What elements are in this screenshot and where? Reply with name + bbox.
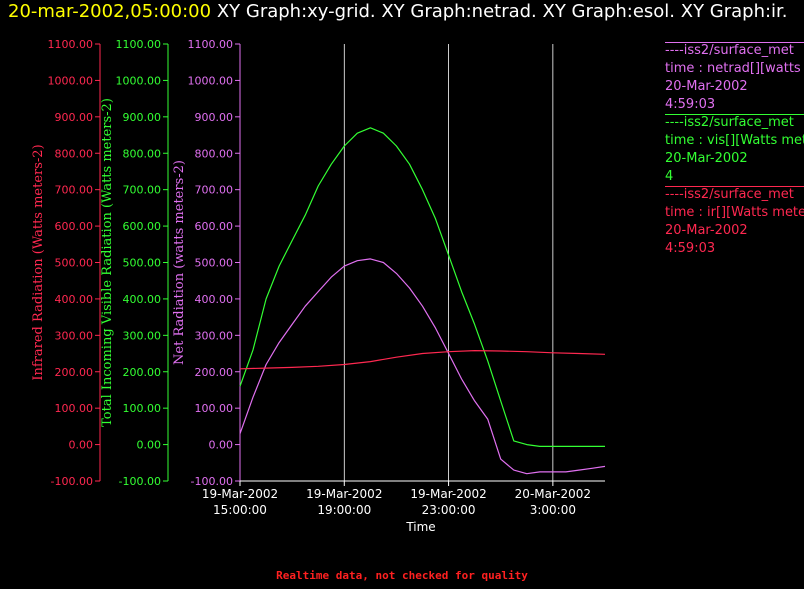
ir-tick-label: 800.00 bbox=[55, 147, 94, 160]
vis-tick-label: 700.00 bbox=[123, 184, 162, 197]
net-tick-label: 600.00 bbox=[195, 220, 234, 233]
ir-tick-label: 200.00 bbox=[55, 366, 94, 379]
ir-tick-label: 0.00 bbox=[69, 439, 94, 452]
x-tick-label-time: 15:00:00 bbox=[213, 503, 267, 517]
net-tick-label: 0.00 bbox=[209, 439, 234, 452]
header-timestamp: 20-mar-2002,05:00:00 bbox=[8, 1, 212, 22]
net-tick-label: 100.00 bbox=[195, 402, 234, 415]
ir-tick-label: 900.00 bbox=[55, 111, 94, 124]
legend-value: 4:59:03 bbox=[665, 241, 716, 256]
vis-tick-label: 1000.00 bbox=[116, 74, 162, 87]
legend-rule bbox=[665, 114, 804, 115]
legend-variable: time : vis[][Watts meters-2] bbox=[665, 133, 804, 148]
vis-tick-label: 500.00 bbox=[123, 257, 162, 270]
ir-tick-label: -100.00 bbox=[51, 475, 93, 488]
legend-value: 4 bbox=[665, 169, 674, 184]
ir-tick-label: 1000.00 bbox=[48, 74, 94, 87]
x-tick-label-date: 19-Mar-2002 bbox=[410, 487, 486, 501]
ir-series-line bbox=[239, 350, 606, 370]
legend-variable: time : netrad[][watts meters-2] bbox=[665, 61, 804, 76]
vis-tick-label: 200.00 bbox=[123, 366, 162, 379]
vis-tick-label: 0.00 bbox=[137, 439, 162, 452]
vis-tick-label: -100.00 bbox=[119, 475, 161, 488]
vis-tick-label: 300.00 bbox=[123, 329, 162, 342]
net-series-line bbox=[239, 258, 606, 475]
legend-value: 4:59:03 bbox=[665, 97, 716, 112]
legend-entry-netrad: ----iss2/surface_met time : netrad[][wat… bbox=[665, 42, 804, 114]
ir-axis-label: Infrared Radiation (Watts meters-2) bbox=[31, 144, 46, 380]
vis-tick-label: 100.00 bbox=[123, 402, 162, 415]
legend-rule bbox=[665, 186, 804, 187]
x-tick-label-time: 3:00:00 bbox=[530, 503, 576, 517]
net-tick-label: 1100.00 bbox=[188, 38, 234, 51]
legend-station: ----iss2/surface_met bbox=[665, 115, 794, 130]
net-tick-label: 1000.00 bbox=[188, 74, 234, 87]
quality-notice: Realtime data, not checked for quality bbox=[276, 569, 528, 582]
x-axis-label: Time bbox=[405, 520, 435, 534]
net-tick-label: 800.00 bbox=[195, 147, 234, 160]
graph-header: 20-mar-2002,05:00:00 XY Graph:xy-grid. X… bbox=[8, 1, 788, 23]
vis-tick-label: 1100.00 bbox=[116, 38, 162, 51]
net-tick-label: -100.00 bbox=[191, 475, 233, 488]
ir-tick-label: 400.00 bbox=[55, 293, 94, 306]
legend-entry-vis: ----iss2/surface_met time : vis[][Watts … bbox=[665, 114, 804, 186]
ir-tick-label: 100.00 bbox=[55, 402, 94, 415]
x-tick-label-date: 19-Mar-2002 bbox=[306, 487, 382, 501]
legend-rule bbox=[665, 42, 804, 43]
ir-tick-label: 500.00 bbox=[55, 257, 94, 270]
net-tick-label: 900.00 bbox=[195, 111, 234, 124]
legend-station: ----iss2/surface_met bbox=[665, 187, 794, 202]
header-graph-titles: XY Graph:xy-grid. XY Graph:netrad. XY Gr… bbox=[216, 1, 788, 22]
x-tick-label-date: 20-Mar-2002 bbox=[515, 487, 591, 501]
legend-entry-ir: ----iss2/surface_met time : ir[][Watts m… bbox=[665, 186, 804, 258]
x-tick-label-time: 19:00:00 bbox=[317, 503, 371, 517]
legend-date: 20-Mar-2002 bbox=[665, 79, 748, 94]
net-tick-label: 500.00 bbox=[195, 257, 234, 270]
ir-tick-label: 700.00 bbox=[55, 184, 94, 197]
x-tick-label-time: 23:00:00 bbox=[422, 503, 476, 517]
vis-axis-label: Total Incoming Visible Radiation (Watts … bbox=[100, 98, 115, 427]
legend-variable: time : ir[][Watts meters-2] bbox=[665, 205, 804, 220]
x-tick-label-date: 19-Mar-2002 bbox=[202, 487, 278, 501]
net-axis-label: Net Radiation (watts meters-2) bbox=[172, 160, 187, 365]
legend-date: 20-Mar-2002 bbox=[665, 223, 748, 238]
net-tick-label: 300.00 bbox=[195, 329, 234, 342]
legend-date: 20-Mar-2002 bbox=[665, 151, 748, 166]
net-tick-label: 700.00 bbox=[195, 184, 234, 197]
ir-tick-label: 300.00 bbox=[55, 329, 94, 342]
vis-tick-label: 900.00 bbox=[123, 111, 162, 124]
ir-tick-label: 1100.00 bbox=[48, 38, 94, 51]
legend-station: ----iss2/surface_met bbox=[665, 43, 794, 58]
vis-tick-label: 800.00 bbox=[123, 147, 162, 160]
ir-tick-label: 600.00 bbox=[55, 220, 94, 233]
vis-tick-label: 600.00 bbox=[123, 220, 162, 233]
vis-tick-label: 400.00 bbox=[123, 293, 162, 306]
vis-series-line bbox=[239, 127, 605, 447]
net-tick-label: 200.00 bbox=[195, 366, 234, 379]
net-tick-label: 400.00 bbox=[195, 293, 234, 306]
